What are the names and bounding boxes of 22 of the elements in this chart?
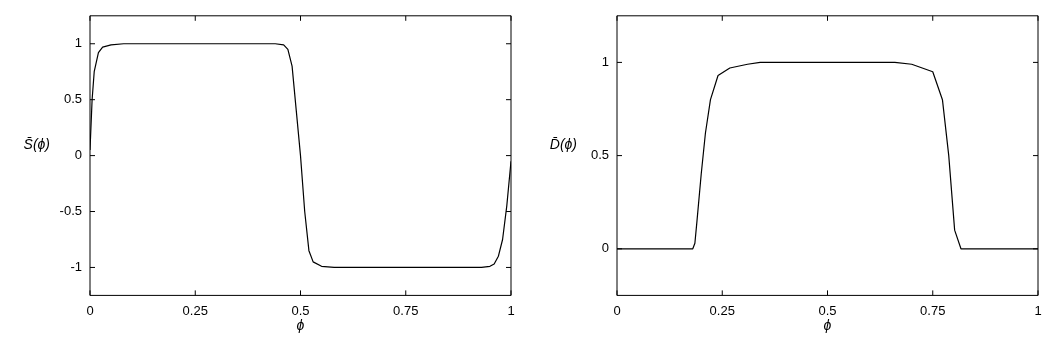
y-tick-label: -0.5	[59, 203, 82, 219]
y-tick-label: 0.5	[590, 147, 609, 163]
x-tick-label: 1	[1034, 302, 1042, 318]
y-axis-title: D̄(ϕ)	[549, 136, 577, 153]
y-axis-title: S̄(ϕ)	[23, 136, 50, 153]
x-tick-label: 0.75	[920, 302, 946, 318]
y-tick-label: 1	[74, 35, 82, 51]
y-tick-label: -1	[70, 259, 82, 275]
x-tick-label: 0.75	[393, 302, 419, 318]
x-tick-label: 0	[613, 302, 621, 318]
x-tick-label: 0.5	[291, 302, 310, 318]
x-tick-label: 0	[86, 302, 94, 318]
y-tick-label: 1	[601, 53, 609, 69]
x-tick-label: 0.25	[709, 302, 735, 318]
y-tick-label: 0.5	[63, 91, 82, 107]
x-tick-label: 0.5	[818, 302, 837, 318]
x-axis-title: ϕ	[296, 317, 305, 334]
y-tick-label: 0	[601, 240, 609, 256]
x-axis-title: ϕ	[823, 317, 832, 334]
y-tick-label: 0	[74, 147, 82, 163]
x-tick-label: 1	[507, 302, 515, 318]
x-tick-label: 0.25	[182, 302, 208, 318]
